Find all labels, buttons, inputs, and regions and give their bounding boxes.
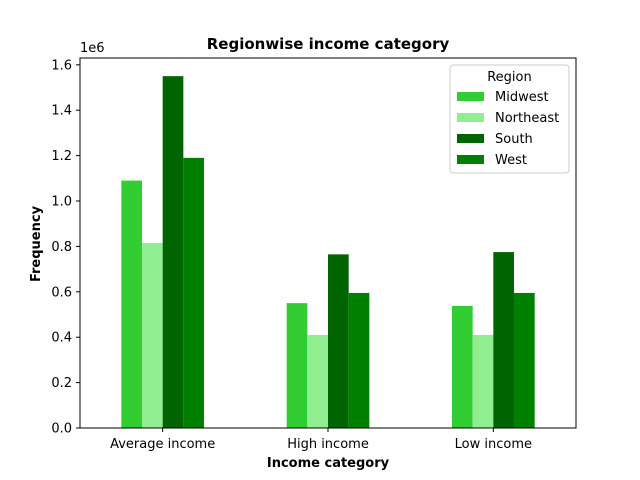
bar-south-2 — [328, 254, 349, 428]
bar-northeast-2 — [307, 334, 328, 428]
bars-layer — [121, 76, 535, 428]
legend-swatch-west — [457, 155, 484, 164]
y-tick-label: 1.0 — [51, 195, 72, 210]
legend-swatch-northeast — [457, 113, 484, 122]
bar-south-3 — [493, 252, 514, 428]
y-axis-title: Frequency — [29, 205, 44, 282]
legend-swatch-midwest — [457, 92, 484, 101]
legend-title: Region — [487, 70, 532, 85]
legend-label-south: South — [495, 132, 533, 147]
x-tick-label: Average income — [110, 437, 215, 452]
y-tick-label: 0.0 — [51, 422, 72, 437]
y-tick-label: 1.2 — [51, 149, 72, 164]
y-tick-label: 0.2 — [51, 376, 72, 391]
y-tick-label: 0.4 — [51, 331, 72, 346]
axes-layer: 0.0 0.2 0.4 0.6 0.8 1.0 1.2 1.4 1.6 Average incom… — [51, 57, 577, 452]
x-tick-label: Low income — [455, 437, 532, 452]
y-tick-label: 1.6 — [51, 58, 72, 73]
x-axis-title: Income category — [267, 456, 390, 471]
legend-label-midwest: Midwest — [495, 90, 549, 105]
legend-swatch-south — [457, 134, 484, 143]
bar-midwest-1 — [121, 180, 142, 428]
bar-midwest-3 — [452, 305, 473, 428]
legend: Region Midwest Northeast South West — [449, 64, 570, 174]
bar-west-1 — [183, 157, 204, 428]
bar-west-3 — [514, 292, 535, 428]
legend-label-northeast: Northeast — [495, 111, 559, 126]
bar-northeast-1 — [142, 243, 163, 428]
legend-label-west: West — [495, 153, 527, 168]
y-tick-label: 1.4 — [51, 104, 72, 119]
bar-south-1 — [162, 76, 184, 428]
bar-midwest-2 — [286, 303, 308, 428]
y-tick-label: 0.8 — [51, 240, 72, 255]
chart-title: Regionwise income category — [207, 35, 450, 53]
bar-northeast-3 — [472, 334, 494, 428]
y-tick-label: 0.6 — [51, 285, 72, 300]
x-tick-label: High income — [287, 437, 369, 452]
y-axis-offset-label: 1e6 — [80, 41, 105, 56]
bar-west-2 — [348, 292, 370, 428]
